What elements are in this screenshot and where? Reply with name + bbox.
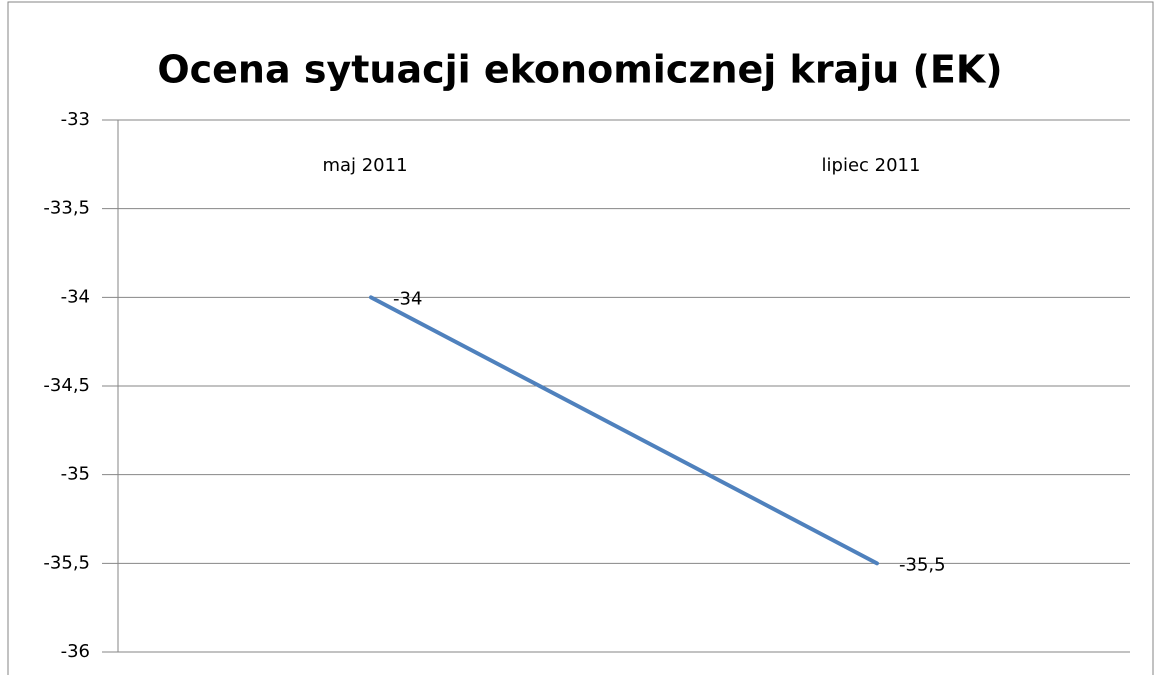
y-tick-label: -34,5 <box>43 375 90 396</box>
data-line <box>369 295 879 566</box>
data-label: -34 <box>393 288 422 309</box>
chart-frame <box>7 1 1154 675</box>
y-tick-label: -35 <box>61 464 90 485</box>
y-tick-label: -33,5 <box>43 198 90 219</box>
chart-title: Ocena sytuacji ekonomicznej kraju (EK) <box>157 48 1002 92</box>
y-tick-label: -35,5 <box>43 552 90 573</box>
x-tick-label: maj 2011 <box>322 155 407 176</box>
x-tick-label: lipiec 2011 <box>822 155 921 176</box>
y-tick-label: -36 <box>61 641 90 662</box>
data-label: -35,5 <box>899 554 946 575</box>
y-tick-label: -34 <box>61 286 90 307</box>
y-tick-label: -33 <box>61 109 90 130</box>
